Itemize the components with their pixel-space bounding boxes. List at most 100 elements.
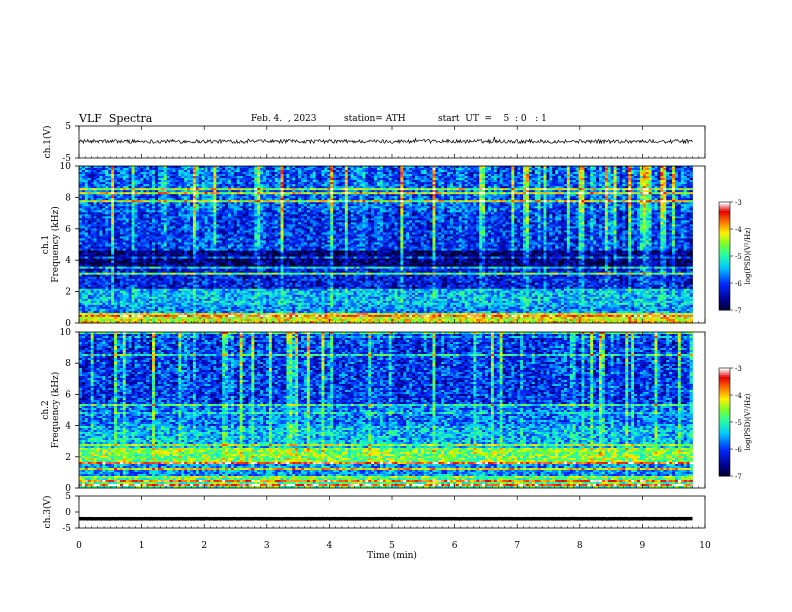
spectrogram-cell xyxy=(295,172,299,175)
spectrogram-cell xyxy=(385,174,390,177)
spectrogram-cell xyxy=(414,166,419,169)
spectrogram-cell xyxy=(251,178,255,181)
spectrogram-cell xyxy=(502,176,506,179)
spectrogram-cell xyxy=(339,180,343,183)
spectrogram-cell xyxy=(321,170,325,173)
spectrogram-cell xyxy=(534,170,539,173)
spectrogram-cell xyxy=(301,186,305,189)
spectrogram-cell xyxy=(561,178,565,181)
spectrogram-cell xyxy=(210,176,214,179)
spectrogram-cell xyxy=(341,186,346,189)
spectrogram-cell xyxy=(295,176,299,179)
spectrogram-cell xyxy=(599,174,603,177)
spectrogram-cell xyxy=(622,166,626,169)
spectrogram-cell xyxy=(330,180,334,183)
spectrogram-cell xyxy=(429,172,433,175)
spectrogram-cell xyxy=(198,166,203,169)
spectrogram-cell xyxy=(517,168,521,171)
spectrogram-cell xyxy=(414,176,419,179)
spectrogram-cell xyxy=(555,172,559,175)
spectrogram-cell xyxy=(152,166,156,169)
spectrogram-cell xyxy=(181,176,185,179)
spectrogram-cell xyxy=(464,176,468,179)
spectrogram-cell xyxy=(581,180,585,183)
spectrogram-cell xyxy=(412,178,416,181)
spectrogram-cell xyxy=(324,172,328,175)
spectrogram-cell xyxy=(473,170,477,173)
spectrogram-cell xyxy=(523,184,527,187)
spectrogram-cell xyxy=(388,186,392,189)
spectrogram-cell xyxy=(111,166,115,169)
spectrogram-cell xyxy=(271,170,276,173)
spectrogram-cell xyxy=(204,172,208,175)
spectrogram-cell xyxy=(435,166,439,169)
spectrogram-cell xyxy=(666,178,670,181)
spectrogram-cell xyxy=(543,178,547,181)
spectrogram-cell xyxy=(505,168,509,171)
spectrogram-cell xyxy=(298,174,302,177)
spectrogram-cell xyxy=(391,188,395,191)
spectrogram-cell xyxy=(663,172,667,175)
spectrogram-cell xyxy=(195,168,200,171)
spectrogram-cell xyxy=(663,168,667,171)
spectrogram-cell xyxy=(175,188,179,191)
spectrogram-cell xyxy=(435,176,439,179)
spectrogram-cell xyxy=(134,186,138,189)
spectrogram-cell xyxy=(628,178,632,181)
spectrogram-cell xyxy=(683,176,688,179)
spectrogram-cell xyxy=(99,172,103,175)
spectrogram-cell xyxy=(108,182,112,185)
spectrogram-cell xyxy=(596,166,600,169)
spectrogram-cell xyxy=(672,184,676,187)
spectrogram-cell xyxy=(166,168,170,171)
spectrogram-cell xyxy=(438,188,442,191)
spectrogram-cell xyxy=(169,186,173,189)
spectrogram-cell xyxy=(634,168,638,171)
spectrogram-cell xyxy=(607,174,612,177)
spectrogram-cell xyxy=(447,180,451,183)
spectrogram-cell xyxy=(140,180,144,183)
spectrogram-cell xyxy=(505,166,509,169)
spectrogram-cell xyxy=(414,186,419,189)
spectrogram-cell xyxy=(277,180,281,183)
spectrogram-cell xyxy=(239,178,243,181)
spectrogram-cell xyxy=(546,176,550,179)
spectrogram-cell xyxy=(166,180,170,183)
spectrogram-cell xyxy=(207,166,211,169)
spectrogram-cell xyxy=(604,172,609,175)
spectrogram-cell xyxy=(371,178,375,181)
spectrogram-cell xyxy=(648,184,652,187)
spectrogram-cell xyxy=(552,170,556,173)
spectrogram-cell xyxy=(344,176,349,179)
spectrogram-cell xyxy=(344,170,349,173)
spectrogram-cell xyxy=(452,178,457,181)
spectrogram-cell xyxy=(286,172,290,175)
spectrogram-cell xyxy=(674,170,679,173)
spectrogram-cell xyxy=(122,182,127,185)
spectrogram-cell xyxy=(563,186,568,189)
spectrogram-cell xyxy=(257,166,261,169)
spectrogram-cell xyxy=(432,178,436,181)
spectrogram-cell xyxy=(412,170,416,173)
spectrogram-cell xyxy=(87,188,92,191)
spectrogram-cell xyxy=(444,186,448,189)
spectrogram-cell xyxy=(485,178,489,181)
spectrogram-cell xyxy=(154,184,159,187)
spectrogram-cell xyxy=(651,178,655,181)
spectrogram-cell xyxy=(482,174,486,177)
spectrogram-cell xyxy=(210,182,214,185)
spectrogram-cell xyxy=(669,174,673,177)
spectrogram-cell xyxy=(572,184,577,187)
spectrogram-cell xyxy=(432,184,436,187)
spectrogram-cell xyxy=(96,170,100,173)
spectrogram-cell xyxy=(540,182,544,185)
spectrogram-cell xyxy=(374,166,378,169)
spectrogram-cell xyxy=(105,178,109,181)
spectrogram-cell xyxy=(286,176,290,179)
spectrogram-cell xyxy=(680,178,685,181)
spectrogram-1 xyxy=(79,166,693,324)
spectrogram-cell xyxy=(400,168,404,171)
spectrogram-cell xyxy=(306,174,311,177)
spectrogram-cell xyxy=(178,182,182,185)
spectrogram-cell xyxy=(79,180,83,183)
